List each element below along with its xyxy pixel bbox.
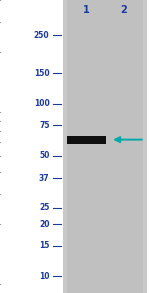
- Bar: [67, 0, 106, 293]
- Text: 15: 15: [39, 241, 50, 251]
- Text: 250: 250: [34, 31, 50, 40]
- Text: 25: 25: [39, 203, 50, 212]
- Text: 37: 37: [39, 174, 50, 183]
- Text: 150: 150: [34, 69, 50, 78]
- Text: 20: 20: [39, 220, 50, 229]
- Bar: [104, 0, 143, 293]
- Text: 100: 100: [34, 99, 50, 108]
- Bar: [67, 136, 106, 144]
- Text: 10: 10: [39, 272, 50, 281]
- Bar: [63, 0, 147, 293]
- Text: 1: 1: [83, 5, 90, 15]
- Text: 75: 75: [39, 121, 50, 130]
- Text: 50: 50: [39, 151, 50, 160]
- Text: 2: 2: [120, 5, 127, 15]
